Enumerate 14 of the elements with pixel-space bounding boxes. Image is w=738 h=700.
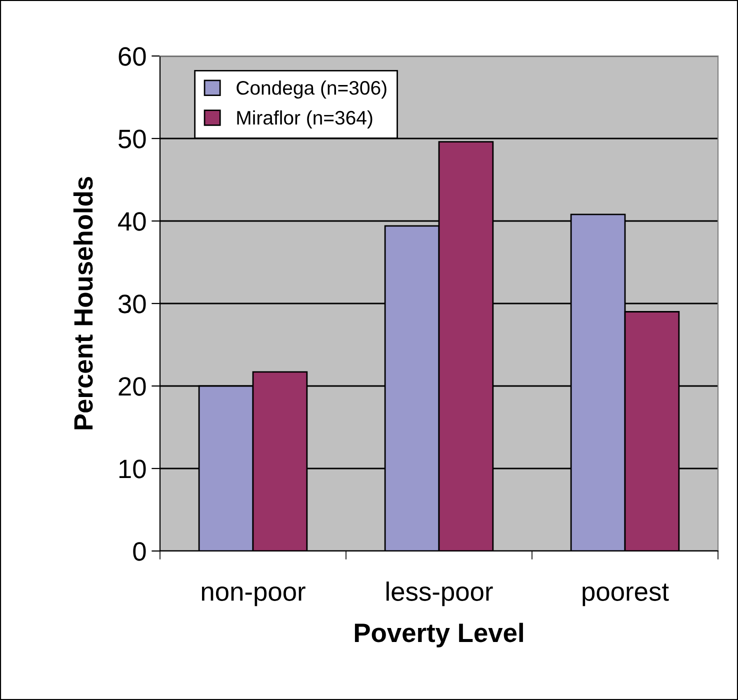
y-tick-label: 0: [133, 542, 146, 561]
legend-label: Condega (n=306): [236, 80, 386, 99]
y-tick-label: 50: [118, 130, 146, 148]
y-tick-label: 60: [118, 47, 146, 66]
x-tick-label: less-poor: [386, 582, 493, 606]
y-tick-label: 30: [118, 294, 146, 314]
y-tick-label: 10: [119, 460, 146, 478]
x-tick-label: poorest: [582, 584, 669, 606]
y-tick-label: 40: [118, 212, 146, 231]
x-tick-label: non-poor: [202, 586, 306, 606]
legend-label: Miraflor (n=364): [237, 110, 372, 129]
y-axis-title: Percent Households: [73, 176, 93, 430]
x-axis-title: Poverty Level: [354, 622, 523, 648]
y-tick-label: 20: [118, 377, 146, 396]
